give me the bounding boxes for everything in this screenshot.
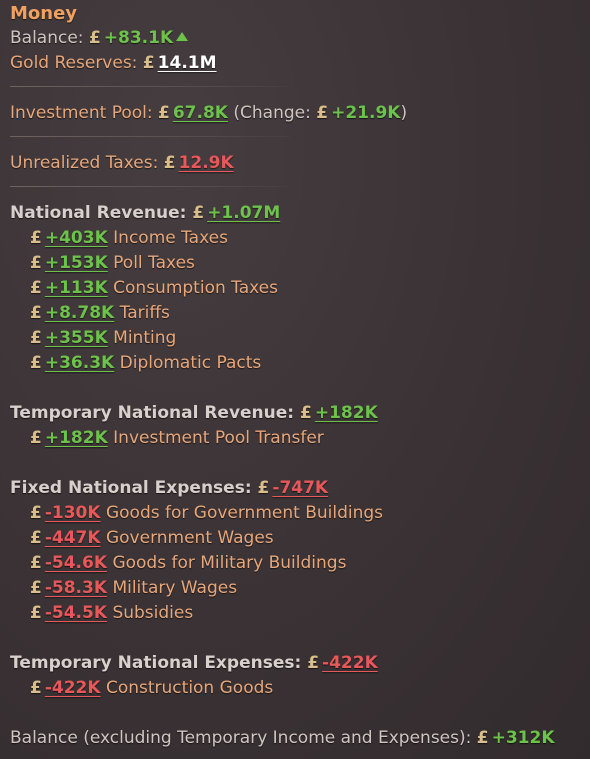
item-label: Diplomatic Pacts xyxy=(119,353,262,373)
balance-value: +83.1K xyxy=(103,28,174,48)
pound-icon: £ xyxy=(163,153,176,173)
unrealized-taxes-row: Unrealized Taxes: £12.9K xyxy=(10,151,234,175)
list-item: £ -58.3K Military Wages xyxy=(30,576,237,600)
list-item: £ +153K Poll Taxes xyxy=(30,251,195,275)
item-label: Investment Pool Transfer xyxy=(113,428,324,448)
investment-change-close: ) xyxy=(400,103,408,123)
list-item: £ +403K Income Taxes xyxy=(30,226,228,250)
pound-icon: £ xyxy=(257,478,270,498)
pound-icon: £ xyxy=(30,353,42,373)
temporary-expenses-header: Temporary National Expenses: £ -422K xyxy=(10,651,378,675)
pound-icon: £ xyxy=(30,278,42,298)
item-label: Subsidies xyxy=(112,603,194,623)
item-value[interactable]: -54.6K xyxy=(44,553,108,573)
balance-excluding-row: Balance (excluding Temporary Income and … xyxy=(10,726,555,750)
balance-label: Balance: xyxy=(10,28,84,48)
temporary-revenue-label: Temporary National Revenue: xyxy=(10,403,295,423)
item-value[interactable]: -58.3K xyxy=(44,578,108,598)
pound-icon: £ xyxy=(476,728,489,748)
list-item: £ -422K Construction Goods xyxy=(30,676,273,700)
pound-icon: £ xyxy=(30,553,42,573)
list-item: £ +355K Minting xyxy=(30,326,176,350)
pound-icon: £ xyxy=(30,578,42,598)
list-item: £ +8.78K Tariffs xyxy=(30,301,170,325)
unrealized-taxes-label: Unrealized Taxes: xyxy=(10,153,159,173)
pound-icon: £ xyxy=(30,678,42,698)
temporary-revenue-value[interactable]: +182K xyxy=(314,403,378,423)
divider xyxy=(10,86,290,87)
list-item: £ -447K Government Wages xyxy=(30,526,274,550)
item-label: Minting xyxy=(113,328,177,348)
pound-icon: £ xyxy=(158,103,170,123)
national-revenue-value[interactable]: +1.07M xyxy=(207,203,281,223)
investment-change-value: +21.9K xyxy=(331,103,401,123)
item-label: Poll Taxes xyxy=(113,253,195,273)
item-value[interactable]: -54.5K xyxy=(44,603,108,623)
list-item: £ +182K Investment Pool Transfer xyxy=(30,426,324,450)
gold-reserves-value[interactable]: 14.1M xyxy=(157,53,217,73)
balance-excluding-value: +312K xyxy=(491,728,555,748)
pound-icon: £ xyxy=(30,253,42,273)
trend-up-icon xyxy=(176,32,189,41)
balance-excluding-label: Balance (excluding Temporary Income and … xyxy=(10,728,472,748)
unrealized-taxes-value[interactable]: 12.9K xyxy=(178,153,234,173)
fixed-expenses-value[interactable]: -747K xyxy=(272,478,329,498)
item-value[interactable]: -422K xyxy=(44,678,101,698)
list-item: £ -54.5K Subsidies xyxy=(30,601,193,625)
pound-icon: £ xyxy=(30,603,42,623)
investment-pool-row: Investment Pool: £67.8K (Change: £ +21.9K… xyxy=(10,101,407,125)
divider xyxy=(10,136,290,137)
item-value[interactable]: +113K xyxy=(44,278,108,298)
item-value[interactable]: +153K xyxy=(44,253,108,273)
temporary-expenses-value[interactable]: -422K xyxy=(322,653,378,673)
fixed-expenses-label: Fixed National Expenses: xyxy=(10,478,252,498)
item-value[interactable]: +403K xyxy=(44,228,108,248)
list-item: £ +36.3K Diplomatic Pacts xyxy=(30,351,261,375)
investment-change-label: (Change: xyxy=(233,103,311,123)
national-revenue-label: National Revenue: xyxy=(10,203,187,223)
national-revenue-header: National Revenue: £ +1.07M xyxy=(10,201,280,225)
list-item: £ -54.6K Goods for Military Buildings xyxy=(30,551,346,575)
pound-icon: £ xyxy=(142,53,155,73)
item-value[interactable]: -447K xyxy=(44,528,101,548)
item-label: Income Taxes xyxy=(113,228,228,248)
pound-icon: £ xyxy=(30,503,42,523)
pound-icon: £ xyxy=(30,328,42,348)
temporary-revenue-header: Temporary National Revenue: £ +182K xyxy=(10,401,378,425)
item-value[interactable]: +355K xyxy=(44,328,108,348)
item-label: Consumption Taxes xyxy=(113,278,278,298)
pound-icon: £ xyxy=(192,203,205,223)
gold-reserves-label: Gold Reserves: xyxy=(10,53,138,73)
item-value[interactable]: -130K xyxy=(44,503,101,523)
pound-icon: £ xyxy=(30,528,42,548)
item-label: Goods for Government Buildings xyxy=(105,503,384,523)
pound-icon: £ xyxy=(88,28,101,48)
divider xyxy=(10,186,290,187)
balance-row: Balance: £ +83.1K xyxy=(10,26,189,50)
fixed-expenses-header: Fixed National Expenses: £ -747K xyxy=(10,476,328,500)
pound-icon: £ xyxy=(30,303,42,323)
item-value[interactable]: +8.78K xyxy=(44,303,115,323)
pound-icon: £ xyxy=(30,428,42,448)
pound-icon: £ xyxy=(300,403,312,423)
investment-pool-label: Investment Pool: xyxy=(10,103,153,123)
temporary-expenses-label: Temporary National Expenses: xyxy=(10,653,302,673)
item-value[interactable]: +182K xyxy=(44,428,108,448)
investment-pool-value[interactable]: 67.8K xyxy=(172,103,228,123)
pound-icon: £ xyxy=(30,228,42,248)
pound-icon: £ xyxy=(307,653,320,673)
item-label: Goods for Military Buildings xyxy=(112,553,347,573)
list-item: £ +113K Consumption Taxes xyxy=(30,276,278,300)
tooltip-title: Money xyxy=(10,3,78,24)
item-label: Military Wages xyxy=(112,578,238,598)
item-value[interactable]: +36.3K xyxy=(44,353,115,373)
gold-reserves-row: Gold Reserves: £14.1M xyxy=(10,51,217,75)
list-item: £ -130K Goods for Government Buildings xyxy=(30,501,383,525)
item-label: Tariffs xyxy=(119,303,170,323)
pound-icon: £ xyxy=(316,103,329,123)
item-label: Government Wages xyxy=(105,528,274,548)
item-label: Construction Goods xyxy=(105,678,274,698)
